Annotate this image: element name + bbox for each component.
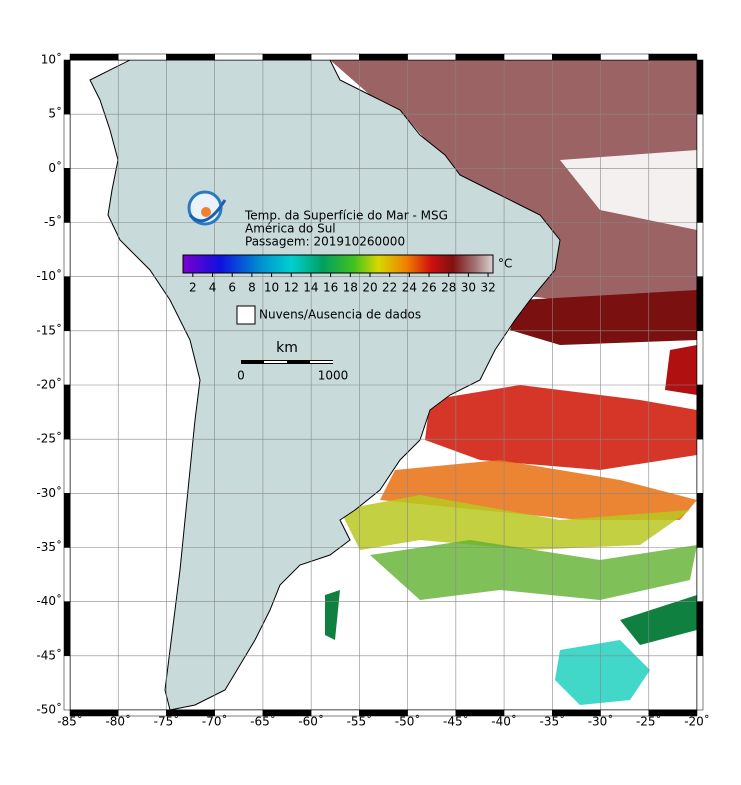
border-segment xyxy=(63,384,71,440)
lon-tick-label: -60˚ xyxy=(298,714,324,729)
colorbar-tick-label: 4 xyxy=(209,281,217,295)
lon-tick-label: -30˚ xyxy=(588,714,614,729)
colorbar-tick-label: 2 xyxy=(189,281,197,295)
border-segment xyxy=(63,330,71,386)
border-segment xyxy=(63,168,71,223)
lat-tick-label: -10˚ xyxy=(36,268,62,283)
lat-tick-label: -30˚ xyxy=(36,485,62,500)
title: Temp. da Superfície do Mar - MSG xyxy=(244,209,448,223)
border-segment xyxy=(696,222,704,277)
lat-tick-label: 0˚ xyxy=(48,160,62,175)
border-segment xyxy=(696,113,704,169)
scale-start: 0 xyxy=(237,369,245,383)
colorbar xyxy=(182,254,494,274)
pass: Passagem: 201910260000 xyxy=(245,235,405,249)
scale-bar xyxy=(241,360,333,364)
colorbar-tick-label: 26 xyxy=(421,281,436,295)
colorbar-tick-label: 14 xyxy=(303,281,318,295)
border-segment xyxy=(63,655,71,711)
border-segment xyxy=(696,655,704,711)
colorbar-unit: °C xyxy=(498,257,512,271)
border-segment xyxy=(63,59,71,115)
border-segment xyxy=(63,438,71,494)
border-segment xyxy=(63,276,71,332)
border-segment xyxy=(552,53,601,61)
border-segment xyxy=(455,53,505,61)
lon-tick-label: -35˚ xyxy=(540,714,566,729)
lat-tick-label: -45˚ xyxy=(36,647,62,662)
scale-end: 1000 xyxy=(318,369,349,383)
legend-label: Nuvens/Ausencia de dados xyxy=(259,308,421,322)
border-segment xyxy=(166,53,215,61)
border-segment xyxy=(63,113,71,169)
lon-tick-label: -70˚ xyxy=(202,714,228,729)
border-segment xyxy=(696,547,704,602)
lat-tick-label: -25˚ xyxy=(36,431,62,446)
colorbar-tick-label: 28 xyxy=(441,281,456,295)
colorbar-tick-label: 30 xyxy=(461,281,476,295)
border-segment xyxy=(310,53,360,61)
colorbar-tick-label: 12 xyxy=(284,281,299,295)
legend-swatch xyxy=(236,305,256,325)
border-segment xyxy=(696,59,704,115)
border-segment xyxy=(69,53,119,61)
border-segment xyxy=(696,330,704,386)
colorbar-tick-label: 6 xyxy=(228,281,236,295)
colorbar-ticks: 2 4 6 8 10 12 14 16 18 20 22 24 26 28 30 32 xyxy=(189,273,496,295)
lon-tick-label: -25˚ xyxy=(636,714,662,729)
colorbar-tick-label: 16 xyxy=(323,281,338,295)
border-segment xyxy=(63,601,71,657)
border-segment xyxy=(696,168,704,223)
border-segment xyxy=(63,493,71,548)
lat-tick-label: 5˚ xyxy=(48,106,62,121)
border-segment xyxy=(262,53,312,61)
border-segment xyxy=(407,53,457,61)
border-segment xyxy=(696,493,704,548)
border-segment xyxy=(648,53,698,61)
lon-tick-label: -85˚ xyxy=(57,714,83,729)
frame-border xyxy=(63,53,704,717)
scale-unit: km xyxy=(276,340,298,356)
border-segment xyxy=(359,53,408,61)
border-segment xyxy=(648,709,698,717)
lon-tick-label: -20˚ xyxy=(684,714,710,729)
border-segment xyxy=(117,53,167,61)
colorbar-tick-label: 32 xyxy=(480,281,495,295)
lon-tick-label: -55˚ xyxy=(347,714,373,729)
lat-tick-label: -15˚ xyxy=(36,322,62,337)
colorbar-tick-label: 8 xyxy=(248,281,256,295)
lat-tick-label: -5˚ xyxy=(44,214,62,229)
lat-tick-label: -20˚ xyxy=(36,377,62,392)
colorbar-tick-label: 18 xyxy=(343,281,358,295)
lat-tick-label: -50˚ xyxy=(36,702,62,717)
lat-tick-label: -40˚ xyxy=(36,593,62,608)
colorbar-tick-label: 22 xyxy=(382,281,397,295)
colorbar-tick-label: 10 xyxy=(264,281,279,295)
lon-tick-label: -45˚ xyxy=(443,714,469,729)
lon-tick-label: -75˚ xyxy=(154,714,180,729)
region: América do Sul xyxy=(245,222,336,236)
lon-tick-label: -50˚ xyxy=(395,714,421,729)
border-segment xyxy=(696,276,704,332)
border-segment xyxy=(503,53,553,61)
border-segment xyxy=(696,601,704,657)
border-segment xyxy=(63,547,71,602)
border-segment xyxy=(696,384,704,440)
colorbar-tick-label: 24 xyxy=(402,281,417,295)
border-segment xyxy=(600,53,650,61)
border-segment xyxy=(696,438,704,494)
lon-tick-label: -80˚ xyxy=(105,714,131,729)
colorbar-tick-label: 20 xyxy=(362,281,377,295)
border-segment xyxy=(214,53,264,61)
lon-tick-label: -65˚ xyxy=(250,714,276,729)
lon-tick-label: -40˚ xyxy=(491,714,517,729)
lat-tick-label: -35˚ xyxy=(36,539,62,554)
ocean-data xyxy=(325,60,697,705)
border-segment xyxy=(63,222,71,277)
logo xyxy=(187,190,227,226)
lat-tick-label: 10˚ xyxy=(41,52,62,67)
